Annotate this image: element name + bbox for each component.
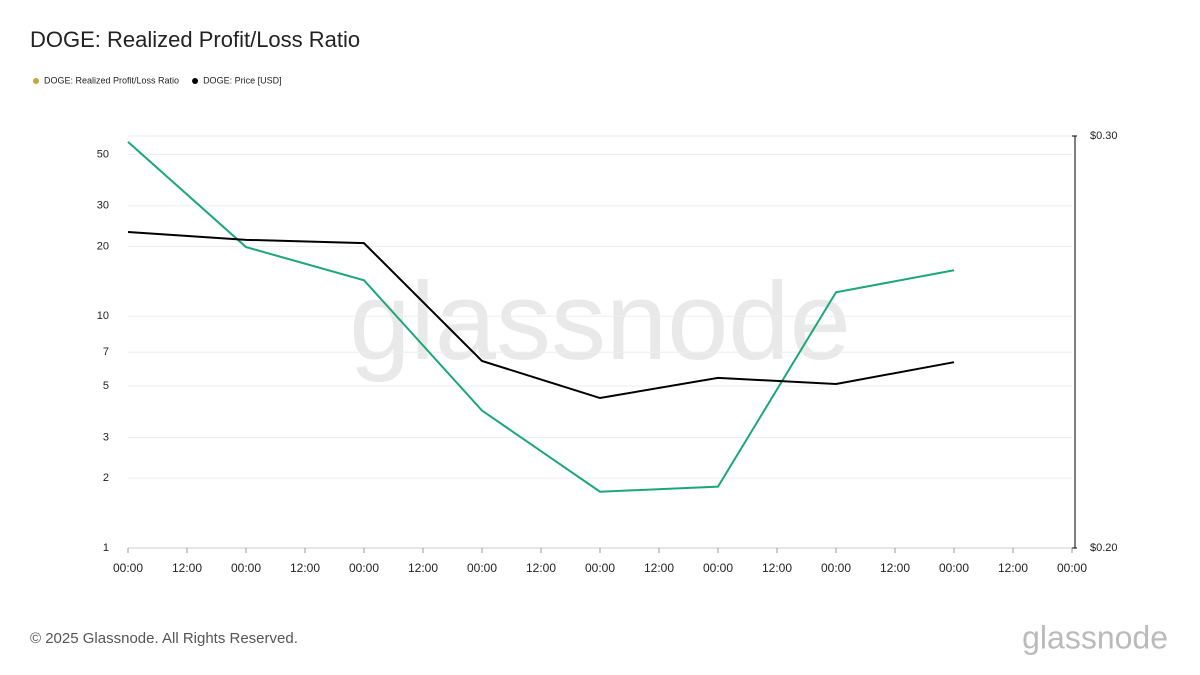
y-tick-label: 5 bbox=[103, 380, 109, 392]
x-tick-label: 00:00 bbox=[821, 561, 851, 575]
x-tick-label: 12:00 bbox=[526, 561, 556, 575]
chart-title: DOGE: Realized Profit/Loss Ratio bbox=[30, 27, 360, 52]
x-tick-label: 12:00 bbox=[998, 561, 1028, 575]
watermark: glassnode bbox=[349, 260, 851, 383]
x-tick-label: 12:00 bbox=[762, 561, 792, 575]
y2-tick-label: $0.30 bbox=[1090, 130, 1118, 142]
x-tick-label: 12:00 bbox=[880, 561, 910, 575]
x-tick-label: 12:00 bbox=[290, 561, 320, 575]
logo: glassnode bbox=[1022, 619, 1168, 655]
x-tick-label: 00:00 bbox=[231, 561, 261, 575]
legend-marker bbox=[33, 78, 39, 84]
y-tick-label: 7 bbox=[103, 346, 109, 358]
x-tick-label: 12:00 bbox=[644, 561, 674, 575]
series-line bbox=[127, 230, 955, 400]
legend-label: DOGE: Realized Profit/Loss Ratio bbox=[44, 75, 179, 85]
x-tick-label: 00:00 bbox=[585, 561, 615, 575]
footer: © 2025 Glassnode. All Rights Reserved. bbox=[30, 630, 298, 647]
y-tick-label: 30 bbox=[97, 200, 109, 212]
y-tick-label: 20 bbox=[97, 240, 109, 252]
y-tick-label: 3 bbox=[103, 431, 109, 443]
y-tick-label: 1 bbox=[103, 542, 109, 554]
x-tick-label: 00:00 bbox=[349, 561, 379, 575]
legend-label: DOGE: Price [USD] bbox=[203, 75, 282, 85]
x-tick-label: 12:00 bbox=[408, 561, 438, 575]
y-tick-label: 2 bbox=[103, 472, 109, 484]
y2-tick-label: $0.20 bbox=[1090, 542, 1118, 554]
x-tick-label: 12:00 bbox=[172, 561, 202, 575]
x-tick-label: 00:00 bbox=[467, 561, 497, 575]
x-tick-label: 00:00 bbox=[113, 561, 143, 575]
legend-marker bbox=[192, 78, 199, 84]
y-tick-label: 50 bbox=[97, 148, 109, 160]
series-line bbox=[127, 141, 955, 493]
y-tick-label: 10 bbox=[97, 310, 109, 322]
x-tick-label: 00:00 bbox=[1057, 561, 1087, 575]
x-tick-label: 00:00 bbox=[703, 561, 733, 575]
x-tick-label: 00:00 bbox=[939, 561, 969, 575]
